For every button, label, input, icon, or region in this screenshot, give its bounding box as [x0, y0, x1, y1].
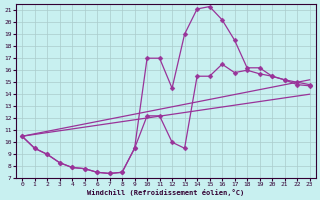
X-axis label: Windchill (Refroidissement éolien,°C): Windchill (Refroidissement éolien,°C): [87, 189, 244, 196]
